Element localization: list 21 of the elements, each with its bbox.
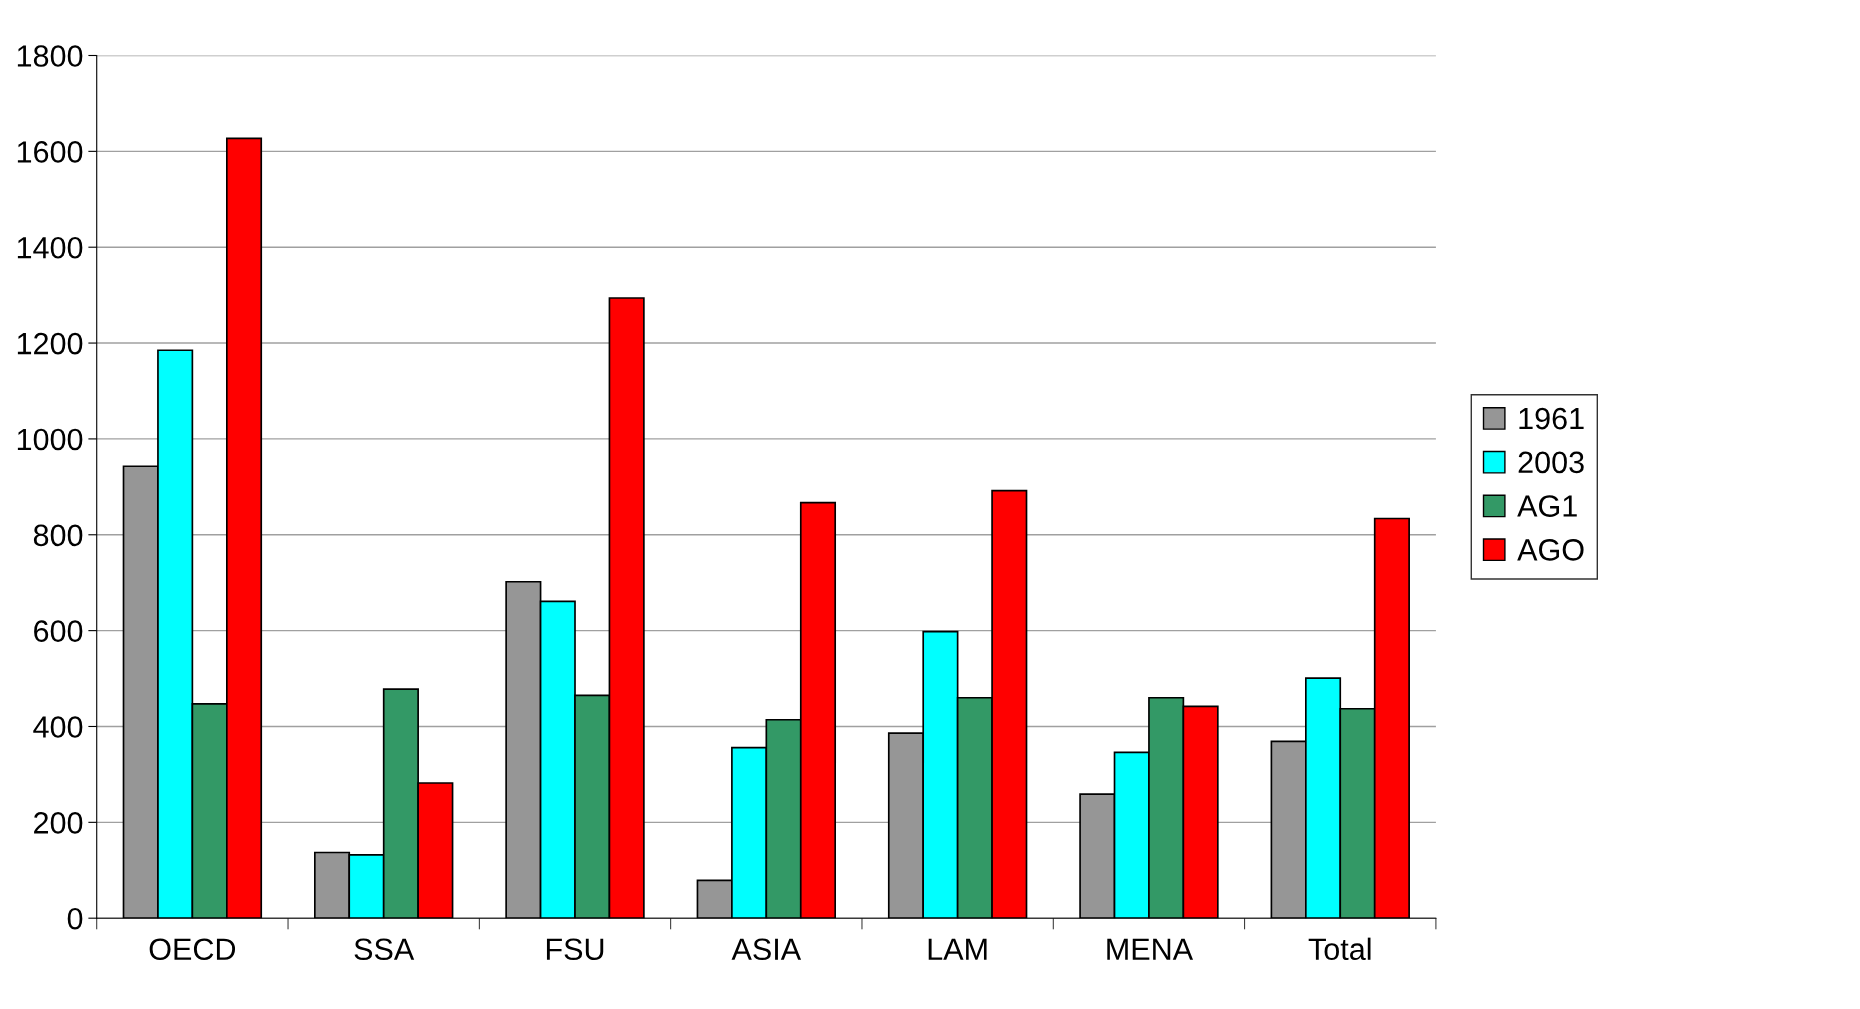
- y-tick-label: 800: [33, 524, 83, 547]
- y-tick-label: 1200: [17, 332, 83, 355]
- y-tick-label: 600: [34, 620, 83, 642]
- legend-label: 1961: [1519, 407, 1584, 430]
- legend-label: AGO: [1517, 539, 1584, 561]
- x-tick-label: FSU: [546, 938, 604, 961]
- y-tick-label: 1400: [17, 236, 83, 259]
- x-tick-label: ASIA: [731, 938, 802, 961]
- y-tick-label: 0: [67, 907, 83, 930]
- x-tick-label: MENA: [1107, 938, 1194, 960]
- y-tick-label: 200: [34, 812, 83, 834]
- legend-label: 2003: [1518, 451, 1584, 474]
- y-tick-label: 400: [33, 716, 83, 738]
- x-tick-label: LAM: [928, 938, 987, 960]
- legend-label: AG1: [1517, 495, 1577, 517]
- y-tick-label: 1800: [17, 45, 83, 67]
- y-tick-label: 1000: [17, 428, 83, 451]
- x-tick-label: Total: [1308, 937, 1371, 961]
- y-tick-label: 1600: [17, 141, 83, 163]
- x-tick-label: OECD: [149, 938, 236, 961]
- x-tick-label: SSA: [354, 938, 415, 961]
